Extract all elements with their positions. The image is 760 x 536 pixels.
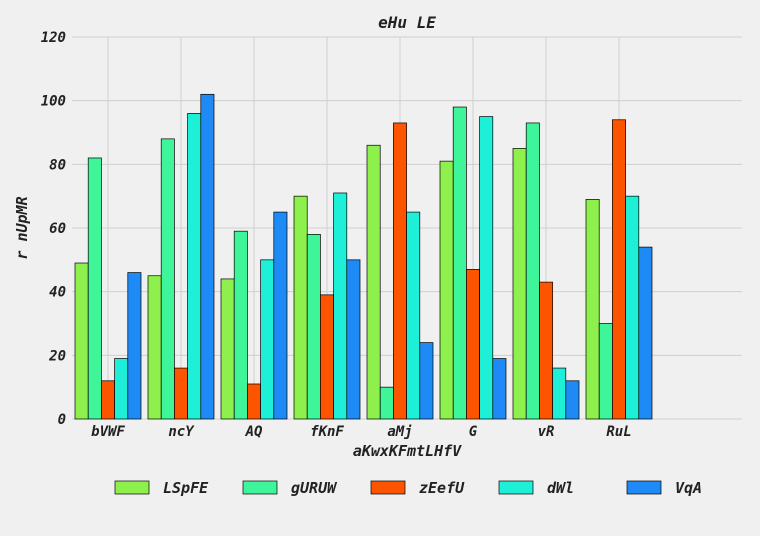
- y-tick-label: 40: [49, 285, 66, 301]
- bar-dWl-AQ: [260, 259, 275, 420]
- y-tick-label: 20: [48, 348, 66, 364]
- x-tick-label: vR: [538, 424, 555, 440]
- bar-VqA-AQ: [273, 211, 288, 420]
- x-tick-label: G: [469, 424, 478, 440]
- bar-LSpFE-vR: [512, 148, 527, 420]
- bar-LSpFE-RuL: [585, 199, 600, 420]
- bar-zEefU-aMj: [393, 122, 407, 420]
- legend-swatch-zEefU: [370, 480, 406, 495]
- bar-dWl-G: [479, 116, 494, 420]
- legend-swatch-dWl: [498, 480, 534, 495]
- bar-zEefU-ncY: [174, 367, 188, 420]
- bar-VqA-fKnF: [346, 259, 361, 420]
- y-tick-labels: 0 20 40 60 80 100 120: [41, 30, 66, 428]
- y-tick-label: 0: [58, 412, 66, 428]
- bar-dWl-vR: [552, 367, 567, 420]
- bar-gURUW-fKnF: [306, 234, 321, 420]
- x-tick-label: aMj: [387, 424, 412, 440]
- bar-LSpFE-G: [439, 160, 454, 420]
- bar-LSpFE-bVWF: [74, 262, 89, 420]
- bar-VqA-vR: [565, 380, 580, 420]
- legend-label-VqA: VqA: [675, 479, 702, 497]
- bar-zEefU-RuL: [612, 119, 626, 420]
- x-tick-label: ncY: [168, 424, 195, 440]
- bar-gURUW-vR: [525, 122, 540, 420]
- bar-zEefU-AQ: [247, 383, 261, 420]
- x-tick-label: bVWF: [91, 424, 125, 440]
- legend-swatch-gURUW: [242, 480, 278, 495]
- bar-dWl-fKnF: [333, 192, 348, 420]
- bar-VqA-bVWF: [127, 272, 142, 420]
- bar-dWl-ncY: [187, 113, 202, 420]
- y-axis-title: r nUpMR: [13, 196, 31, 259]
- bar-gURUW-bVWF: [87, 157, 102, 420]
- bars: [74, 93, 653, 420]
- x-tick-label: AQ: [245, 424, 263, 440]
- legend-swatch-LSpFE: [114, 480, 150, 495]
- bar-gURUW-ncY: [160, 138, 175, 420]
- x-tick-label: fKnF: [310, 424, 344, 440]
- bar-dWl-aMj: [406, 211, 421, 420]
- bar-LSpFE-ncY: [147, 275, 162, 420]
- y-tick-label: 120: [41, 30, 66, 46]
- bar-LSpFE-aMj: [366, 144, 381, 420]
- bar-VqA-ncY: [200, 93, 215, 420]
- legend-label-gURUW: gURUW: [291, 479, 338, 497]
- bar-dWl-RuL: [625, 195, 640, 420]
- bar-LSpFE-AQ: [220, 278, 235, 420]
- bar-gURUW-G: [452, 106, 467, 420]
- bar-zEefU-bVWF: [101, 380, 115, 420]
- legend-label-dWl: dWl: [547, 479, 574, 497]
- x-axis-title: aKwxKFmtLHfV: [353, 442, 462, 460]
- chart-title: eHu LE: [378, 13, 436, 32]
- bar-gURUW-RuL: [598, 323, 613, 420]
- bar-VqA-RuL: [638, 246, 653, 420]
- bar-gURUW-aMj: [379, 386, 394, 420]
- y-tick-label: 100: [41, 94, 66, 110]
- legend-label-zEefU: zEefU: [419, 479, 465, 497]
- y-tick-label: 80: [49, 157, 66, 173]
- bar-gURUW-AQ: [233, 230, 248, 420]
- legend: LSpFE gURUW zEefU dWl VqA: [114, 479, 702, 497]
- legend-label-LSpFE: LSpFE: [163, 479, 209, 497]
- bar-VqA-aMj: [419, 342, 434, 420]
- x-tick-label: RuL: [606, 424, 631, 440]
- y-tick-label: 60: [49, 221, 66, 237]
- bar-zEefU-fKnF: [320, 294, 334, 420]
- bar-dWl-bVWF: [114, 358, 129, 420]
- bar-VqA-G: [492, 358, 507, 420]
- legend-swatch-VqA: [626, 480, 662, 495]
- bar-zEefU-vR: [539, 281, 553, 420]
- bar-zEefU-G: [466, 269, 480, 420]
- bar-LSpFE-fKnF: [293, 195, 308, 420]
